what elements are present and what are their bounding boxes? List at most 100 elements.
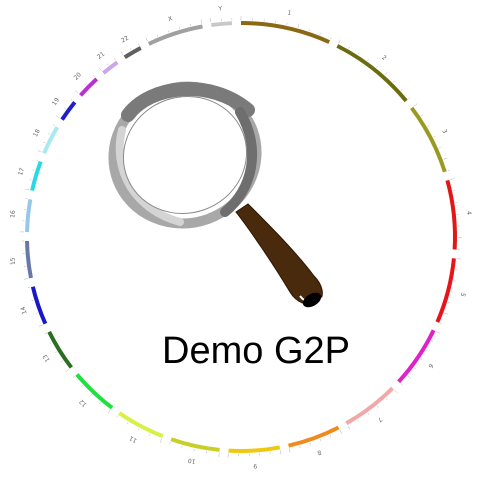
ring-tick [106, 63, 109, 66]
ring-tick [394, 390, 398, 394]
ring-tick [84, 83, 87, 86]
chromosome-band [118, 411, 164, 439]
ring-tick [357, 52, 360, 55]
ring-tick [54, 351, 57, 354]
chromosome-band [60, 100, 77, 121]
ring-tick [49, 342, 52, 344]
chromosome-band [240, 21, 331, 44]
ring-tick [447, 170, 450, 172]
chromosome-band [30, 160, 43, 192]
chromosome-label: 20 [73, 71, 83, 81]
chromosome-band [410, 106, 447, 173]
ring-tick [181, 445, 183, 448]
ring-tick [70, 98, 73, 101]
ring-tick [414, 367, 417, 369]
ring-tick [98, 67, 102, 71]
ring-tick [357, 419, 360, 422]
ring-tick [129, 48, 132, 50]
ring-tick [65, 369, 70, 372]
ring-tick [367, 58, 369, 61]
chromosome-label: 15 [9, 257, 17, 266]
ring-tick [413, 103, 418, 107]
ring-tick [126, 422, 129, 425]
ring-tick [159, 438, 162, 443]
chromosome-band [25, 199, 33, 233]
ring-tick [149, 433, 151, 436]
chromosome-band [30, 286, 48, 325]
ring-tick [329, 434, 332, 437]
ring-tick [330, 37, 332, 40]
ring-tick [210, 18, 212, 23]
ring-tick [167, 30, 169, 33]
ring-tick [43, 141, 46, 144]
ring-tick [99, 402, 101, 405]
ring-tick [116, 415, 118, 418]
ring-tick [31, 299, 34, 302]
chromosome-label: 21 [96, 50, 106, 60]
chromosome-label: 14 [19, 305, 28, 315]
ring-tick [25, 188, 30, 191]
ring-tick [64, 107, 66, 110]
ring-tick [288, 448, 291, 453]
ring-tick [56, 115, 60, 119]
chromosome-label: 8 [316, 448, 322, 456]
ring-tick [24, 278, 29, 280]
ring-tick [280, 450, 282, 455]
chromosome-label: 1 [287, 9, 292, 17]
ring-tick [420, 358, 423, 361]
chromosome-band [211, 21, 233, 28]
ring-tick [93, 75, 95, 77]
ring-tick [443, 157, 448, 160]
chromosome-band [397, 329, 436, 384]
chromosome-label: Y [217, 5, 223, 12]
chromosome-band [147, 24, 203, 46]
chromosome-band [75, 373, 114, 410]
ring-tick [319, 32, 321, 35]
ring-tick [433, 135, 436, 138]
ring-tick [156, 34, 159, 37]
ring-tick [178, 26, 180, 29]
ring-tick [427, 125, 430, 127]
chromosome-label: 19 [51, 97, 61, 107]
ring-tick [338, 39, 341, 44]
chromosome-band [123, 46, 142, 60]
chromosome-label: 16 [9, 210, 17, 218]
ring-tick [32, 169, 35, 171]
ring-tick [72, 376, 75, 378]
ring-tick [421, 114, 423, 117]
ring-tick [52, 124, 55, 126]
ring-tick [138, 43, 140, 46]
chromosome-band [336, 44, 408, 103]
chromosome-band [42, 126, 60, 155]
chromosome-label: 7 [376, 415, 383, 423]
ring-tick [89, 394, 92, 396]
ring-tick [44, 332, 47, 335]
chromosome-band [47, 330, 73, 369]
chromosome-band [445, 179, 457, 250]
ring-tick [408, 97, 411, 100]
chromosome-label: 11 [128, 434, 138, 444]
ring-tick [75, 90, 79, 94]
ring-tick [308, 28, 310, 32]
ring-tick [400, 383, 403, 386]
chromosome-label: 9 [253, 462, 257, 469]
chromosome-label: 6 [426, 362, 434, 369]
ring-tick [145, 37, 148, 42]
ring-tick [438, 147, 441, 149]
ring-tick [385, 398, 388, 401]
ring-tick [450, 291, 454, 293]
ring-tick [376, 65, 378, 68]
chromosome-band [288, 425, 340, 448]
chromosome-band [435, 258, 456, 323]
ring-tick [450, 178, 455, 180]
ring-tick [309, 442, 311, 445]
ring-tick [200, 19, 203, 24]
ring-tick [81, 385, 83, 388]
chromosome-band [102, 60, 119, 75]
ring-tick [426, 349, 429, 352]
ring-tick [444, 312, 449, 315]
ring-tick [38, 324, 43, 327]
chromosome-band [79, 77, 99, 97]
